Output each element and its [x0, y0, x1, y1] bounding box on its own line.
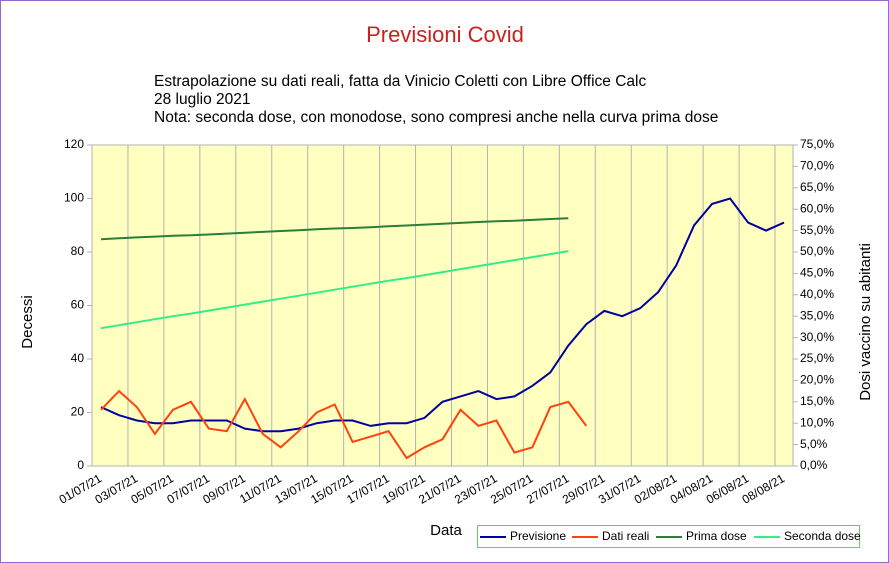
y-axis-label: Decessi: [19, 295, 36, 348]
y2-tick-label: 30,0%: [800, 330, 834, 344]
y-tick-label: 100: [64, 191, 84, 205]
y2-axis-label: Dosi vaccino su abitanti: [857, 243, 874, 401]
y2-tick-label: 75,0%: [800, 137, 834, 151]
subtitle: 28 luglio 2021: [154, 91, 251, 108]
y2-tick-label: 25,0%: [800, 351, 834, 365]
y2-tick-label: 50,0%: [800, 244, 834, 258]
legend-label: Prima dose: [686, 529, 747, 543]
y2-tick-label: 60,0%: [800, 201, 834, 215]
y2-tick-label: 70,0%: [800, 159, 834, 173]
y-tick-label: 20: [71, 405, 85, 419]
chart-title: Previsioni Covid: [366, 22, 524, 47]
y2-tick-label: 20,0%: [800, 373, 834, 387]
series-line: [100, 217, 569, 241]
series-line: [100, 197, 785, 433]
y-tick-label: 120: [64, 137, 84, 151]
y2-tick-label: 45,0%: [800, 266, 834, 280]
y2-tick-label: 5,0%: [800, 437, 828, 451]
y-tick-label: 60: [71, 298, 85, 312]
legend-label: Seconda dose: [784, 529, 861, 543]
y-tick-label: 80: [71, 244, 85, 258]
y2-tick-label: 10,0%: [800, 415, 834, 429]
y-tick-label: 40: [71, 351, 85, 365]
y2-tick-label: 55,0%: [800, 223, 834, 237]
series-line: [100, 250, 569, 330]
y2-tick-label: 15,0%: [800, 394, 834, 408]
y2-tick-label: 0,0%: [800, 458, 828, 472]
y-tick-label: 0: [77, 458, 84, 472]
y2-tick-label: 35,0%: [800, 308, 834, 322]
legend-label: Dati reali: [602, 529, 649, 543]
series-line: [100, 389, 588, 460]
y2-tick-label: 65,0%: [800, 180, 834, 194]
plot-area: [91, 144, 794, 467]
subtitle: Estrapolazione su dati reali, fatta da V…: [154, 73, 646, 90]
subtitle: Nota: seconda dose, con monodose, sono c…: [154, 109, 718, 126]
legend-label: Previsione: [510, 529, 566, 543]
y2-tick-label: 40,0%: [800, 287, 834, 301]
x-axis-label: Data: [430, 522, 462, 539]
